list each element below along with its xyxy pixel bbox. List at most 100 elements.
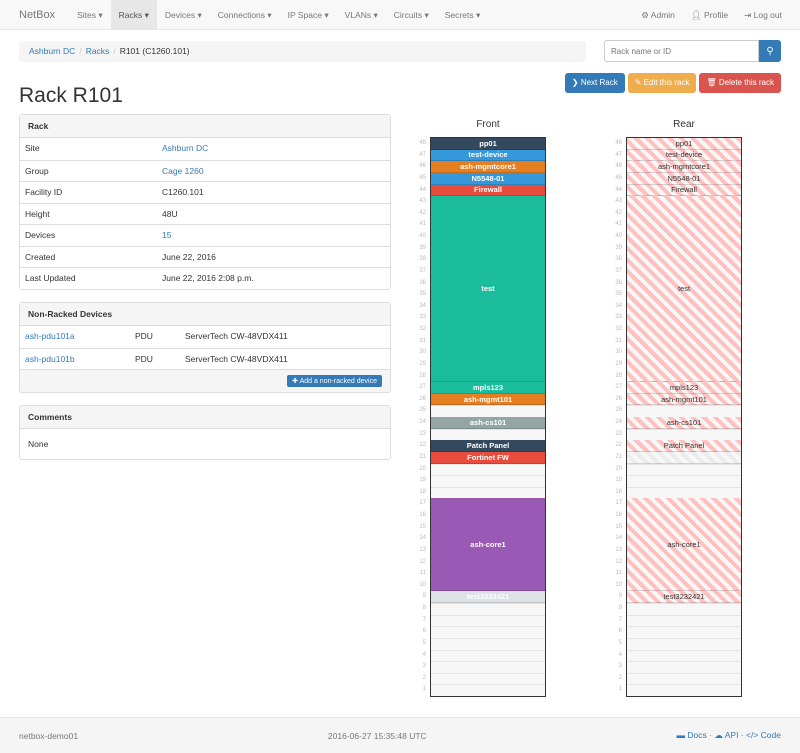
rack-device[interactable]: N5548-01 [431,172,545,185]
rack-device[interactable]: ash-cs101 [431,417,545,429]
rack-device[interactable]: test-device [627,149,741,162]
unit-number: 5 [618,639,622,646]
brand-logo[interactable]: NetBox [19,8,56,21]
edit-rack-button[interactable]: ✎ Edit this rack [627,73,697,93]
device-label: Firewall [474,185,502,195]
rack-info-value: C1260.101 [162,187,204,197]
nav-vlans[interactable]: VLANs ▾ [337,0,386,30]
unit-number: 2 [618,674,622,681]
cloud-icon: ☁ [714,730,725,740]
breadcrumb-site[interactable]: Ashburn DC [29,46,76,56]
unit-number: 14 [615,535,622,542]
add-nonracked-device-button[interactable]: ✚ Add a non-racked device [287,375,382,387]
unit-number: 28 [615,372,622,379]
rack-device[interactable]: pp01 [431,138,545,150]
unit-number: 32 [615,326,622,332]
rack-unit [627,637,741,650]
device-label: test [677,284,691,294]
next-rack-button[interactable]: ❯ Next Rack [564,73,625,93]
rack-info-value[interactable]: Cage 1260 [162,165,204,176]
unit-number: 25 [419,407,426,414]
device-label: ash-mgmtcore1 [460,162,516,172]
rack-device[interactable]: test-device [431,149,545,162]
rack-unit [627,649,741,662]
rack-device[interactable]: pp01 [627,138,741,150]
unit-number: 15 [615,523,622,530]
nav-racks[interactable]: Racks ▾ [110,0,157,30]
nonracked-panel: Non-Racked Devices ash-pdu101a PDU ServerT… [19,302,391,393]
logout-link[interactable]: ⇥ Log out [736,0,790,30]
search-input[interactable] [604,40,759,62]
nav-sites[interactable]: Sites ▾ [69,0,111,30]
unit-number: 1 [422,686,426,693]
chevron-right-icon: ❯ [571,78,581,87]
unit-number: 7 [618,616,622,623]
unit-number: 47 [419,151,426,158]
rack-info-value[interactable]: Ashburn DC [162,143,209,153]
unit-number: 18 [615,488,622,495]
unit-number: 28 [419,372,426,379]
rack-device[interactable]: Patch Panel [627,440,741,452]
device-link[interactable]: ash-pdu101a [25,331,75,341]
rack-device[interactable]: ash-cs101 [627,417,741,429]
unit-number: 42 [419,209,426,216]
rack-device[interactable]: ash-core1 [627,498,741,592]
user-icon: 👤︎ [690,10,705,20]
unit-number: 44 [419,186,426,193]
unit-number: 5 [422,639,426,646]
rack-device[interactable]: ash-mgmtcore1 [431,161,545,173]
rack-info-row: Created June 22, 2016 [20,245,390,268]
rack-device[interactable]: test3232421 [431,591,545,603]
nav-connections[interactable]: Connections ▾ [210,0,280,30]
nav-devices[interactable]: Devices ▾ [157,0,210,30]
gear-icon: ⚙ [641,10,651,20]
docs-link[interactable]: ▬ Docs [677,730,707,740]
nav-circuits[interactable]: Circuits ▾ [386,0,437,30]
admin-link[interactable]: ⚙ Admin [633,0,683,30]
rack-device[interactable]: N5548-01 [627,172,741,185]
rack-info-row: Site Ashburn DC [20,138,390,160]
rack-unit [627,672,741,685]
breadcrumb-racks[interactable]: Racks [85,46,110,56]
rack-device[interactable]: test [431,196,545,383]
rack-device[interactable]: ash-mgmt101 [431,393,545,406]
code-link[interactable]: </> Code [746,730,781,740]
unit-number: 20 [615,465,622,472]
rack-device[interactable]: Firewall [627,184,741,197]
unit-number: 25 [615,407,622,414]
rack-info-value[interactable]: 15 [162,230,172,240]
unit-number: 17 [615,500,622,507]
rack-device[interactable]: ash-core1 [431,498,545,592]
trash-icon: 🗑︎ [706,78,719,87]
navbar: NetBox Sites ▾ Racks ▾ Devices ▾ Connection… [0,0,800,30]
unit-number: 30 [615,349,622,356]
device-type: ServerTech CW-48VDX411 [185,331,288,341]
rack-device[interactable] [627,451,741,464]
search-button[interactable]: ⚲ [759,40,781,62]
rack-device[interactable]: Firewall [431,184,545,197]
unit-number: 8 [422,605,426,611]
rack-unit [627,661,741,673]
rack-search: ⚲ [604,40,781,62]
nav-ip-space[interactable]: IP Space ▾ [280,0,337,30]
api-link[interactable]: ☁ API [714,730,738,740]
delete-rack-button[interactable]: 🗑︎ Delete this rack [699,73,781,93]
profile-label: Profile [704,10,729,20]
device-link[interactable]: ash-pdu101b [25,353,75,364]
nonracked-device-row: ash-pdu101a PDU ServerTech CW-48VDX411 [20,326,390,348]
unit-number: 10 [615,581,622,588]
rack-device[interactable]: mpls123 [627,382,741,394]
nav-secrets[interactable]: Secrets ▾ [437,0,488,30]
rack-device[interactable]: test3232421 [627,591,741,603]
rack-device[interactable]: ash-mgmt101 [627,393,741,406]
unit-number: 4 [618,651,622,658]
unit-number: 24 [419,419,426,425]
unit-number: 36 [615,279,622,286]
rack-device[interactable]: Patch Panel [431,440,545,452]
rack-device[interactable]: Fortinet FW [431,451,545,464]
profile-link[interactable]: 👤︎ Profile [683,0,736,30]
caret-down-icon: ▾ [95,9,103,20]
rack-device[interactable]: test [627,196,741,383]
rack-device[interactable]: ash-mgmtcore1 [627,161,741,173]
rack-device[interactable]: mpls123 [431,382,545,394]
